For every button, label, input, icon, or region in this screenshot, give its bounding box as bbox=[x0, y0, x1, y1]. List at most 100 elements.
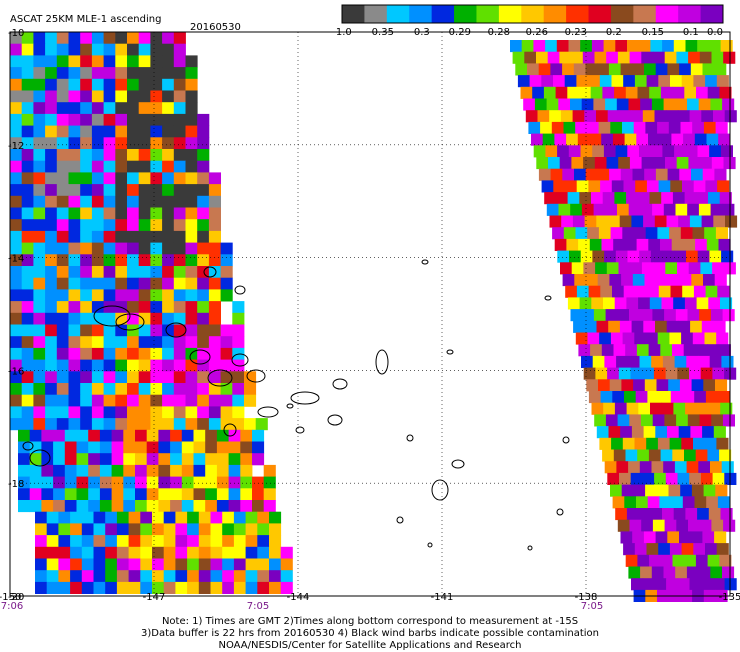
swath-cell bbox=[628, 98, 641, 111]
swath-cell bbox=[680, 227, 693, 240]
island-outline bbox=[431, 479, 449, 501]
swath-cell bbox=[68, 78, 81, 91]
swath-cell bbox=[91, 184, 104, 197]
swath-cell bbox=[610, 121, 623, 134]
swath-cell bbox=[173, 172, 186, 185]
swath-cell bbox=[138, 383, 151, 396]
swath-cell bbox=[197, 277, 210, 290]
swath-cell bbox=[592, 250, 605, 263]
swath-cell bbox=[91, 289, 104, 302]
swath-cell bbox=[162, 406, 175, 419]
swath-cell bbox=[623, 285, 636, 298]
swath-cell bbox=[571, 51, 584, 64]
swath-cell bbox=[677, 367, 690, 380]
swath-cell bbox=[33, 324, 46, 337]
swath-cell bbox=[220, 242, 233, 255]
swath-cell bbox=[115, 418, 128, 431]
longitude-labels: -150 -147 -144 -141 -138 -135 bbox=[0, 592, 740, 603]
swath-cell bbox=[699, 519, 712, 532]
swath-cell bbox=[216, 500, 229, 513]
swath-cell bbox=[625, 554, 638, 567]
swath-cell bbox=[10, 336, 23, 349]
swath-cell bbox=[56, 347, 69, 360]
swath-cell bbox=[10, 394, 23, 407]
swath-cell bbox=[162, 266, 175, 279]
swath-cell bbox=[593, 98, 606, 111]
swath-cell bbox=[663, 203, 676, 216]
swath-cell bbox=[185, 266, 198, 279]
swath-cell bbox=[718, 344, 731, 357]
swath-cell bbox=[21, 32, 34, 45]
swath-cell bbox=[138, 90, 151, 103]
swath-cell bbox=[33, 371, 46, 384]
swath-cell bbox=[690, 320, 703, 333]
swath-cell bbox=[585, 168, 598, 181]
swath-cell bbox=[185, 254, 198, 267]
swath-cell bbox=[639, 145, 652, 158]
swath-cell bbox=[170, 500, 183, 513]
swath-cell bbox=[185, 55, 198, 68]
swath-cell bbox=[128, 558, 141, 571]
swath-cell bbox=[18, 488, 31, 501]
swath-cell bbox=[33, 394, 46, 407]
swath-cell bbox=[205, 488, 218, 501]
swath-cell bbox=[162, 184, 175, 197]
swath-cell bbox=[68, 394, 81, 407]
swath-cell bbox=[220, 289, 233, 302]
swath-cell bbox=[197, 312, 210, 325]
swath-cell bbox=[720, 508, 733, 521]
swath-cell bbox=[694, 391, 707, 404]
swath-cell bbox=[674, 250, 687, 263]
swath-cell bbox=[81, 546, 94, 559]
swath-cell bbox=[570, 98, 583, 111]
swath-cell bbox=[220, 336, 233, 349]
swath-cell bbox=[664, 414, 677, 427]
swath-cell bbox=[21, 371, 34, 384]
swath-cell bbox=[576, 75, 589, 88]
swath-cell bbox=[135, 488, 148, 501]
swath-cell bbox=[710, 203, 723, 216]
swath-cell bbox=[10, 230, 23, 243]
swath-cell bbox=[709, 250, 722, 263]
swath-cell bbox=[45, 406, 58, 419]
swath-cell bbox=[33, 32, 46, 45]
swath-cell bbox=[10, 242, 23, 255]
swath-cell bbox=[210, 570, 223, 583]
swath-cell bbox=[33, 67, 46, 80]
swath-cell bbox=[64, 488, 77, 501]
swath-cell bbox=[232, 312, 245, 325]
swath-cell bbox=[641, 262, 654, 275]
swath-cell bbox=[158, 429, 171, 442]
swath-cell bbox=[682, 285, 695, 298]
swath-cell bbox=[138, 418, 151, 431]
swath-cell bbox=[712, 262, 725, 275]
swath-cell bbox=[688, 51, 701, 64]
swath-cell bbox=[696, 402, 709, 415]
swath-cell bbox=[70, 558, 83, 571]
swath-cell bbox=[127, 406, 140, 419]
swath-cell bbox=[665, 367, 678, 380]
swath-cell bbox=[127, 230, 140, 243]
swath-cell bbox=[185, 102, 198, 115]
swath-cell bbox=[150, 230, 163, 243]
swath-cell bbox=[56, 371, 69, 384]
swath-cell bbox=[540, 121, 553, 134]
swath-cell bbox=[103, 418, 116, 431]
swath-cell bbox=[581, 355, 594, 368]
swath-cell bbox=[56, 406, 69, 419]
swath-cell bbox=[88, 488, 101, 501]
longitude-label: -138 bbox=[575, 592, 598, 603]
swath-cell bbox=[10, 207, 23, 220]
swath-cell bbox=[672, 449, 685, 462]
longitude-label: -135 bbox=[719, 592, 740, 603]
swath-cell bbox=[695, 554, 708, 567]
swath-cell bbox=[571, 262, 584, 275]
swath-cell bbox=[662, 508, 675, 521]
swath-cell bbox=[80, 160, 93, 173]
swath-cell bbox=[562, 63, 575, 76]
swath-cell bbox=[698, 98, 711, 111]
swath-cell bbox=[558, 203, 571, 216]
swath-cell bbox=[705, 543, 718, 556]
swath-cell bbox=[138, 394, 151, 407]
swath-cell bbox=[127, 195, 140, 208]
